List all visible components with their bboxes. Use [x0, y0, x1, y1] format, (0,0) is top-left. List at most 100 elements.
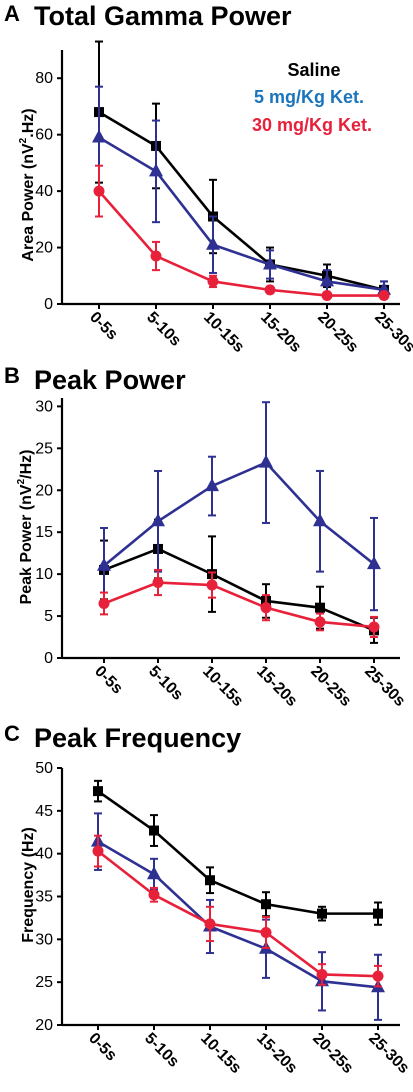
panel-b-xtick-label: 15-20s	[253, 663, 300, 710]
panel-c-series-saline-point	[261, 899, 271, 910]
panel-c-series-ket30-point	[204, 918, 216, 930]
panel-b-series-ket5-point	[205, 478, 219, 492]
panel-c-series-ket30-point	[260, 926, 272, 938]
panel-a-series-ket30-line	[98, 190, 384, 297]
panel-b-series-ket30-point	[152, 577, 164, 589]
panel-a-series-ket30	[93, 164, 390, 302]
panel-b-series-saline-line	[103, 547, 375, 632]
panel-b-series-ket5	[97, 401, 381, 612]
panel-a-series-ket30-point	[378, 290, 390, 302]
panel-b-xtick-label: 5-10s	[145, 663, 186, 704]
panel-b-plot: 0 5 10 15 20 25 30 0-5s 5-10s 10-15s 15-20s 20-25s 2…	[35, 398, 408, 710]
panel-a-ytick-label: 0	[44, 296, 53, 313]
panel-c-ytick-label: 30	[35, 931, 53, 948]
panel-b-series-ket30-point	[314, 616, 326, 628]
panel-c-ytick-label: 50	[35, 760, 53, 777]
panel-a-ytick-label: 60	[35, 127, 53, 144]
panel-a-ytick-label: 80	[35, 70, 53, 87]
panel-b-series-saline-point	[315, 602, 325, 613]
panel-b-series-ket30	[98, 568, 380, 639]
panel-c-letter: C	[4, 721, 20, 746]
panel-b-title: Peak Power	[34, 365, 186, 395]
legend: Saline 5 mg/Kg Ket. 30 mg/Kg Ket.	[252, 60, 372, 135]
panel-c-series-ket30-point	[316, 968, 328, 980]
panel-a-series-ket5-point	[92, 129, 106, 143]
panel-a-ytick-label: 20	[35, 240, 53, 257]
panel-c: C Peak Frequency Frequency (Hz) 20 25 30 35…	[4, 721, 412, 1077]
panel-c-series-saline-point	[373, 908, 383, 919]
panel-c-series-ket30	[92, 834, 384, 988]
panel-a-ylabel: Area Power (nV2.Hz)	[18, 108, 37, 261]
panel-a-series-ket5-line	[98, 136, 385, 292]
panel-b-xtick-label: 10-15s	[199, 663, 246, 710]
panel-c-ytick-label: 25	[35, 974, 53, 991]
panel-a-series-ket30-point	[207, 275, 219, 287]
panel-c-title: Peak Frequency	[34, 723, 241, 753]
panel-b-series-ket5-point	[97, 557, 111, 571]
panel-b-ytick-label: 25	[35, 440, 53, 457]
panel-c-series-ket30-point	[148, 889, 160, 901]
legend-ket5: 5 mg/Kg Ket.	[254, 87, 364, 107]
panel-a-series-ket5-point	[206, 236, 220, 250]
panel-a-xtick-label: 20-25s	[314, 309, 361, 356]
panel-c-series-ket5-line	[97, 840, 379, 989]
panel-b-ytick-label: 20	[35, 482, 53, 499]
panel-c-series-saline-line	[97, 790, 378, 915]
panel-c-ylabel: Frequency (Hz)	[20, 827, 37, 943]
panel-a-ytick-label: 40	[35, 183, 53, 200]
panel-b-series-ket30-point	[98, 597, 110, 609]
panel-c-xtick-label: 20-25s	[309, 1030, 356, 1077]
panel-a-series-ket5-point	[263, 256, 277, 270]
panel-c-series-ket5	[91, 812, 385, 1021]
panel-b-series-ket5-line	[103, 461, 375, 567]
panel-a-letter: A	[4, 1, 20, 26]
panel-c-xtick-label: 10-15s	[197, 1030, 244, 1077]
panel-a-series-saline-line	[98, 110, 385, 292]
panel-a-series-ket30-point	[264, 284, 276, 296]
panel-b-series-ket5-point	[151, 513, 165, 527]
panel-b-xtick-label: 20-25s	[307, 663, 354, 710]
panel-a-xtick-label: 15-20s	[257, 309, 304, 356]
panel-b-series-ket30-point	[260, 602, 272, 614]
panel-c-ytick-label: 45	[35, 803, 53, 820]
panel-a-xtick-label: 10-15s	[200, 309, 247, 356]
panel-c-xtick-label: 0-5s	[85, 1030, 120, 1065]
panel-a-series-ket30-point	[321, 290, 333, 302]
panel-c-xtick-label: 25-30s	[365, 1030, 412, 1077]
panel-b-xtick-label: 0-5s	[91, 663, 126, 698]
panel-c-xtick-label: 15-20s	[253, 1030, 300, 1077]
panel-b-series-ket30-point	[368, 621, 380, 633]
panel-a-series-ket30-point	[93, 185, 105, 197]
panel-a-series-saline	[94, 40, 389, 300]
panel-b-ytick-label: 15	[35, 524, 53, 541]
legend-ket30: 30 mg/Kg Ket.	[252, 115, 372, 135]
panel-c-series-saline	[93, 779, 383, 926]
panel-b-ylabel: Peak Power (nV2/Hz)	[16, 450, 35, 605]
panel-c-plot: 20 25 30 35 40 45 50 0-5s 5-10s 10-15s 15-20s 20-25…	[35, 760, 412, 1077]
panel-b-series-ket30-line	[103, 581, 375, 629]
panel-a-series-ket30-point	[150, 250, 162, 262]
panel-b-ytick-label: 10	[35, 566, 53, 583]
panel-b-series-ket30-point	[206, 579, 218, 591]
panel-a-series-ket5-point	[149, 163, 163, 177]
panel-a-series-ket5-point	[320, 273, 334, 287]
panel-c-ytick-label: 20	[35, 1017, 53, 1034]
panel-b-ytick-label: 5	[44, 608, 53, 625]
panel-a-xtick-label: 0-5s	[86, 309, 121, 344]
panel-b-series-ket5-point	[259, 454, 273, 468]
panel-c-series-ket30-point	[92, 845, 104, 857]
panel-a-title: Total Gamma Power	[34, 1, 292, 31]
panel-c-series-saline-point	[149, 825, 159, 836]
panel-a-xtick-label: 25-30s	[371, 309, 413, 356]
panel-c-series-saline-point	[205, 875, 215, 886]
panel-c-ytick-label: 35	[35, 889, 53, 906]
panel-c-series-ket30-line	[97, 850, 379, 978]
panel-b-ytick-label: 30	[35, 398, 53, 415]
panel-c-series-saline-point	[317, 908, 327, 919]
panel-b: B Peak Power Peak Power (nV2/Hz) 0 5 10 15 2…	[4, 363, 408, 710]
panel-b-letter: B	[4, 363, 20, 388]
panel-c-xtick-label: 5-10s	[141, 1030, 182, 1071]
legend-saline: Saline	[287, 60, 340, 80]
panel-b-ytick-label: 0	[44, 650, 53, 667]
